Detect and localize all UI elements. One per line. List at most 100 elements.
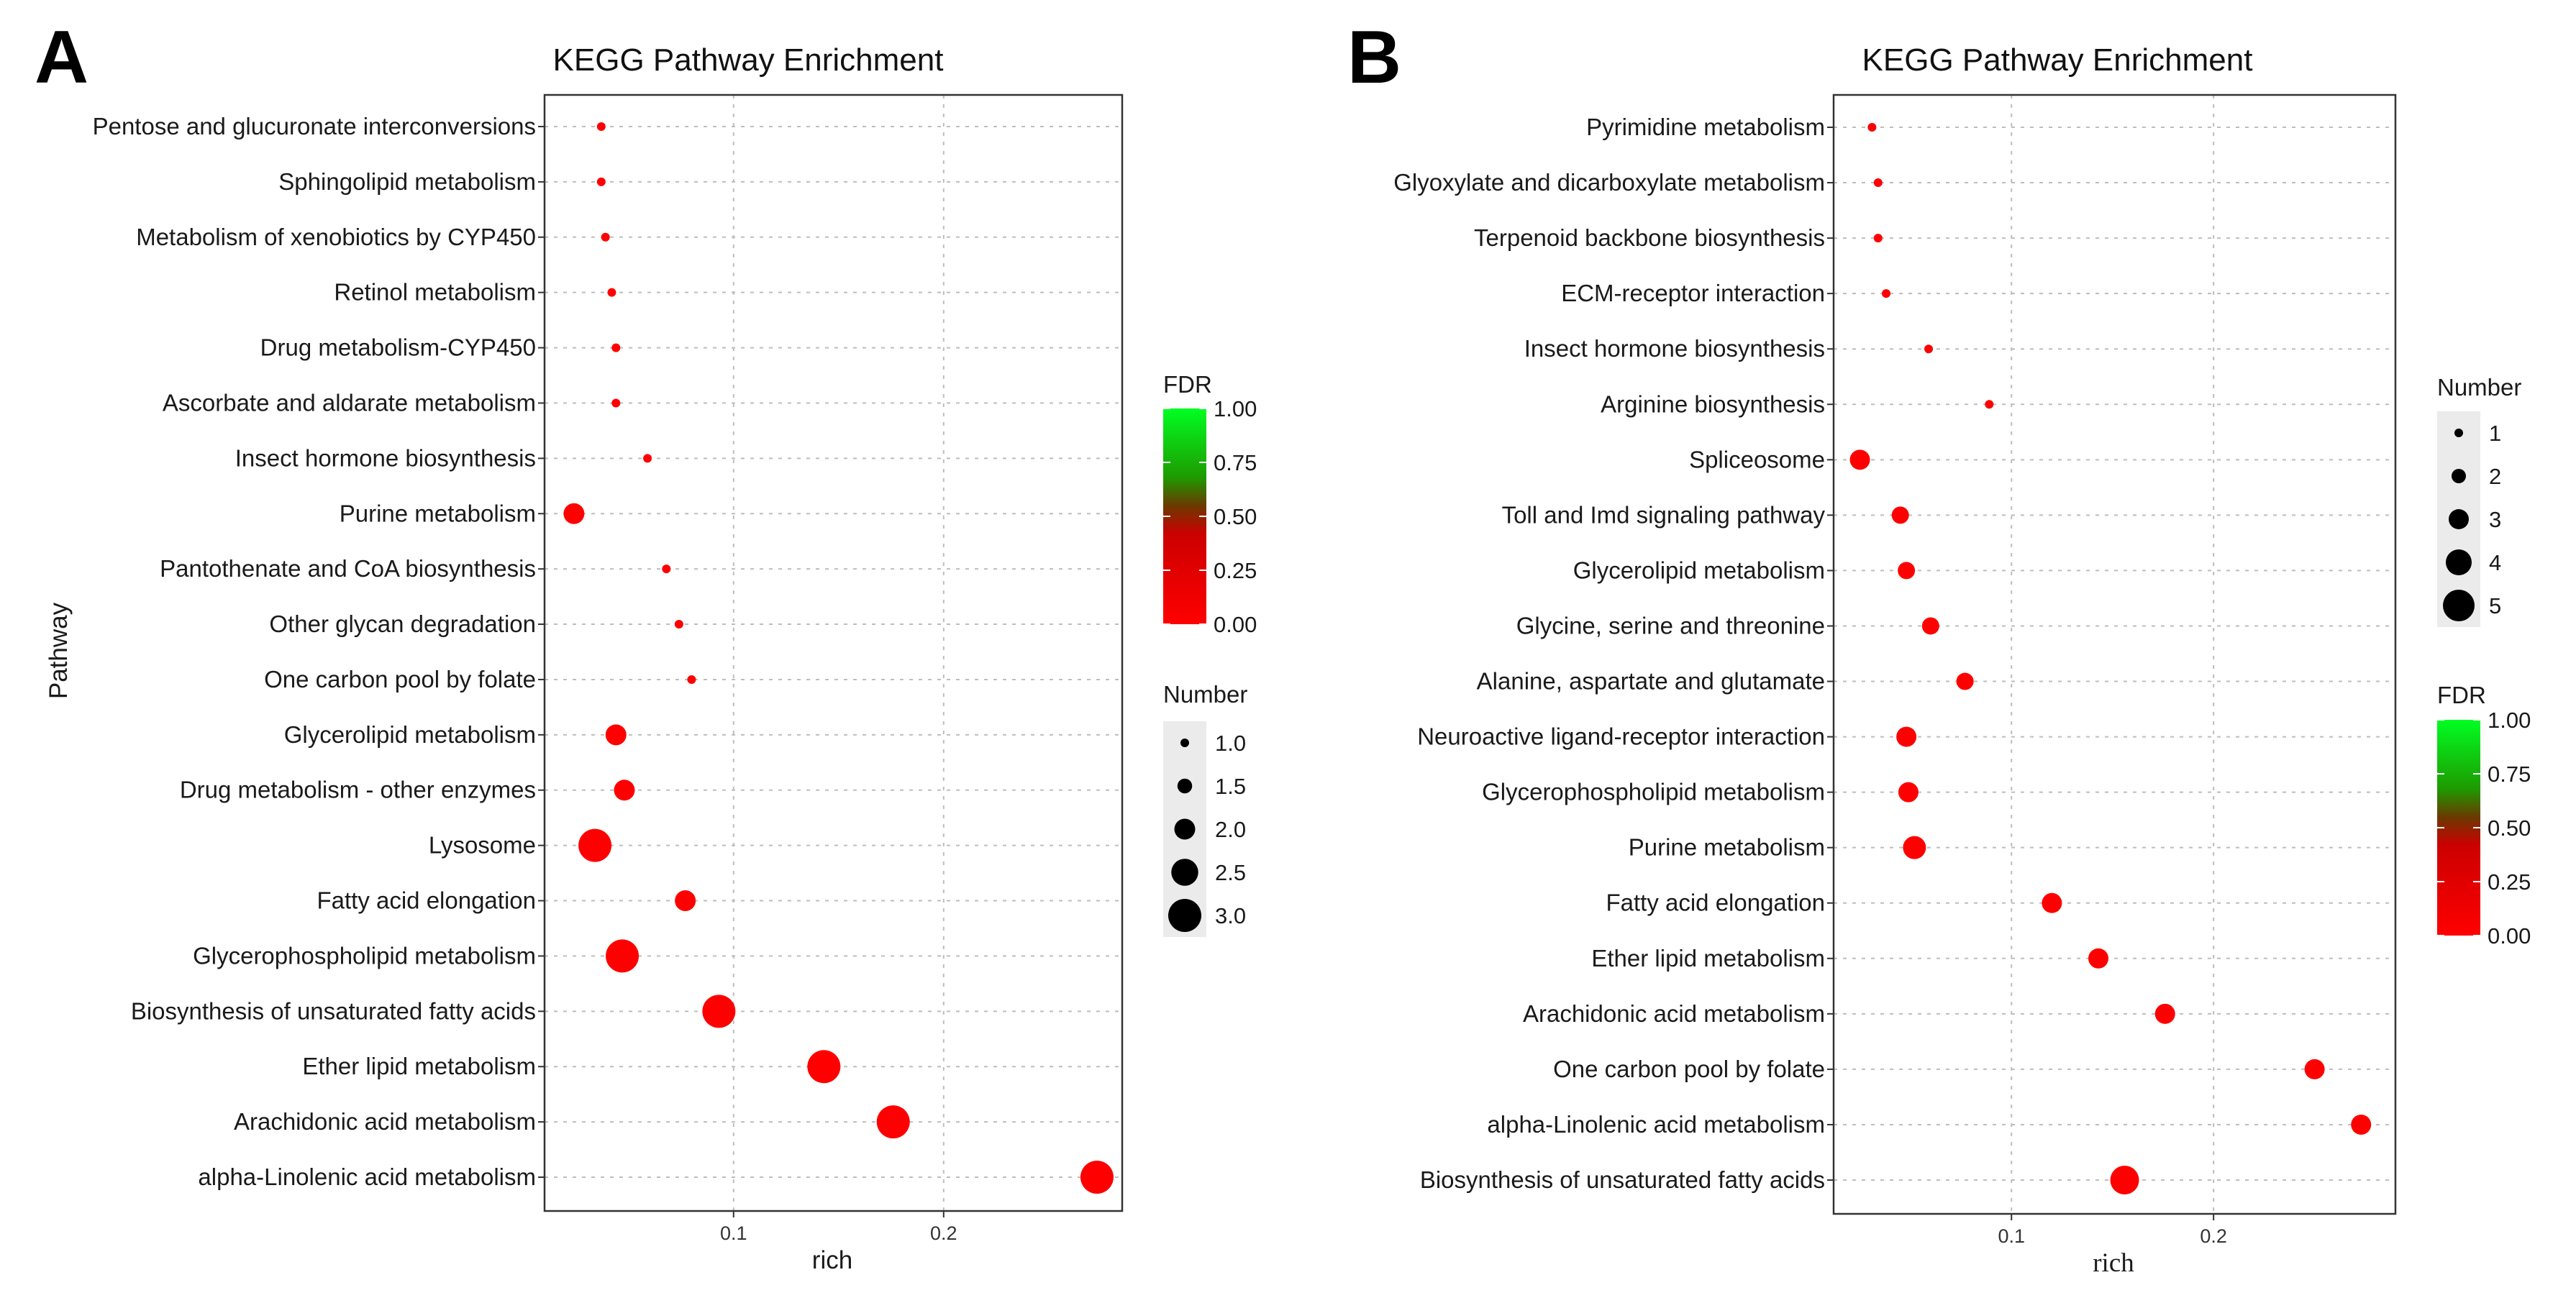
panel-b: B KEGG Pathway Enrichment rich Pyrimidin…: [1347, 16, 2531, 1278]
panel-a-number-legend-symbol: [1171, 859, 1198, 886]
panel-b-data-point: [1896, 726, 1917, 747]
panel-b-fdr-legend-label: 0.50: [2488, 815, 2531, 841]
panel-a-category-label: Retinol metabolism: [334, 279, 536, 306]
panel-a-data-point: [607, 288, 616, 297]
panel-a-category-label: One carbon pool by folate: [264, 666, 536, 693]
panel-a-category-label: Drug metabolism - other enzymes: [180, 777, 536, 803]
panel-a-category-label: Metabolism of xenobiotics by CYP450: [136, 224, 536, 250]
panel-b-data-point: [1849, 449, 1870, 470]
panel-b-number-legend-label: 3: [2489, 507, 2501, 532]
panel-b-category-label: Toll and Imd signaling pathway: [1502, 501, 1826, 528]
panel-b-fdr-legend-title: FDR: [2437, 682, 2486, 708]
panel-a-category-label: Purine metabolism: [340, 500, 536, 526]
panel-b-number-legend-label: 2: [2489, 464, 2501, 489]
panel-a-fdr-legend-label: 0.00: [1214, 612, 1257, 637]
panel-b-data-point: [1873, 178, 1883, 188]
panel-a-x-axis-label: rich: [812, 1246, 852, 1274]
panel-b-category-label: Glycerolipid metabolism: [1573, 557, 1825, 583]
panel-a-plot-area: Pentose and glucuronate interconversions…: [93, 93, 1124, 1244]
panel-a-category-label: Fatty acid elongation: [317, 887, 536, 914]
panel-b-category-label: Spliceosome: [1689, 446, 1825, 472]
panel-b-x-tick-label: 0.1: [1998, 1225, 2025, 1247]
panel-a-data-point: [563, 503, 585, 524]
panel-b-category-label: Terpenoid backbone biosynthesis: [1474, 224, 1825, 251]
panel-b-plot-area: Pyrimidine metabolism Glyoxylate and dica…: [1393, 93, 2397, 1247]
panel-b-category-label: Arachidonic acid metabolism: [1523, 1000, 1825, 1027]
panel-b-category-label: Biosynthesis of unsaturated fatty acids: [1420, 1166, 1825, 1193]
panel-b-category-label: Alanine, aspartate and glutamate: [1477, 668, 1825, 695]
panel-a-number-legend-symbol: [1168, 899, 1201, 932]
panel-b-data-point: [1956, 672, 1974, 690]
panel-a-category-label: Lysosome: [429, 832, 536, 859]
panel-a-number-legend-label: 1.0: [1215, 731, 1246, 756]
panel-b-category-label: One carbon pool by folate: [1553, 1056, 1825, 1082]
panel-b-fdr-legend-label: 1.00: [2488, 708, 2531, 733]
panel-b-x-tick-label: 0.2: [2200, 1225, 2227, 1247]
panel-b-data-point: [2351, 1114, 2372, 1135]
panel-b-category-label: ECM-receptor interaction: [1561, 280, 1825, 306]
panel-b-category-label: Purine metabolism: [1629, 834, 1825, 861]
panel-a-category-label: Other glycan degradation: [269, 611, 536, 637]
panel-a-data-point: [643, 454, 652, 463]
panel-b-data-point: [1903, 836, 1926, 859]
panel-a-x-tick-label: 0.1: [720, 1222, 747, 1244]
panel-a-number-legend-label: 3.0: [1215, 903, 1246, 928]
panel-a-data-point: [662, 565, 671, 574]
panel-b-panel-border: [1832, 93, 2397, 1215]
panel-a: A KEGG Pathway Enrichment Pathway rich P…: [35, 16, 1257, 1274]
panel-a-data-point: [1080, 1161, 1114, 1194]
panel-a-y-axis-label: Pathway: [45, 602, 73, 699]
panel-b-data-point: [1867, 123, 1877, 132]
panel-b-fdr-legend-label: 0.00: [2488, 923, 2531, 949]
panel-a-category-label: Pantothenate and CoA biosynthesis: [160, 555, 536, 582]
panel-a-fdr-legend-label: 0.25: [1214, 558, 1257, 583]
panel-b-data-point: [2154, 1003, 2175, 1024]
panel-a-data-point: [605, 724, 627, 746]
panel-b-number-legend-symbol: [2443, 590, 2475, 621]
panel-a-data-point: [606, 939, 640, 973]
panel-b-category-label: Arginine biosynthesis: [1601, 390, 1825, 417]
panel-b-category-label: Glyoxylate and dicarboxylate metabolism: [1393, 169, 1825, 196]
panel-a-data-point: [675, 890, 696, 912]
panel-a-number-legend-title: Number: [1163, 681, 1247, 708]
panel-b-category-label: Glycine, serine and threonine: [1516, 612, 1825, 639]
panel-a-data-point: [596, 177, 606, 186]
panel-a-category-label: Sphingolipid metabolism: [278, 168, 536, 195]
panel-a-fdr-legend-label: 0.50: [1214, 504, 1257, 529]
panel-b-category-label: Pyrimidine metabolism: [1586, 114, 1825, 140]
panel-a-data-point: [702, 995, 736, 1028]
panel-b-category-label: Glycerophospholipid metabolism: [1482, 779, 1825, 805]
panel-a-x-tick-label: 0.2: [930, 1222, 957, 1244]
panel-a-data-point: [578, 828, 612, 862]
panel-b-category-label: Fatty acid elongation: [1606, 890, 1825, 916]
panel-a-panel-border: [543, 93, 1124, 1212]
panel-a-fdr-legend-title: FDR: [1163, 371, 1212, 398]
panel-a-category-label: Insect hormone biosynthesis: [235, 444, 536, 471]
panel-b-letter: B: [1347, 16, 1401, 99]
panel-a-number-legend-symbol: [1180, 739, 1189, 747]
panel-a-data-point: [876, 1105, 910, 1139]
panel-a-letter: A: [35, 16, 88, 99]
panel-a-category-label: Biosynthesis of unsaturated fatty acids: [131, 997, 536, 1024]
panel-a-number-legend-symbol: [1177, 778, 1193, 794]
panel-b-data-point: [1924, 344, 1934, 354]
panel-b-data-point: [2110, 1166, 2139, 1194]
panel-a-number-legend-label: 2.5: [1215, 860, 1246, 885]
panel-b-category-label: alpha-Linolenic acid metabolism: [1487, 1111, 1825, 1138]
panel-b-number-legend-symbol: [2449, 509, 2469, 529]
panel-a-category-label: Arachidonic acid metabolism: [234, 1108, 536, 1135]
panel-b-number-legend-symbol: [2446, 549, 2472, 575]
panel-b-data-point: [1898, 782, 1919, 803]
panel-b-number-legend-title: Number: [2437, 374, 2521, 401]
panel-a-data-point: [674, 620, 683, 629]
panel-a-data-point: [807, 1050, 841, 1084]
panel-b-number-legend-label: 1: [2489, 421, 2501, 446]
panel-a-title: KEGG Pathway Enrichment: [553, 42, 944, 78]
panel-b-title: KEGG Pathway Enrichment: [1862, 42, 2253, 78]
panel-a-data-point: [601, 232, 610, 242]
panel-a-data-point: [611, 398, 621, 408]
panel-b-data-point: [1898, 562, 1916, 580]
panel-a-category-label: Ascorbate and aldarate metabolism: [163, 389, 536, 416]
panel-b-number-legend-symbol: [2452, 469, 2466, 483]
